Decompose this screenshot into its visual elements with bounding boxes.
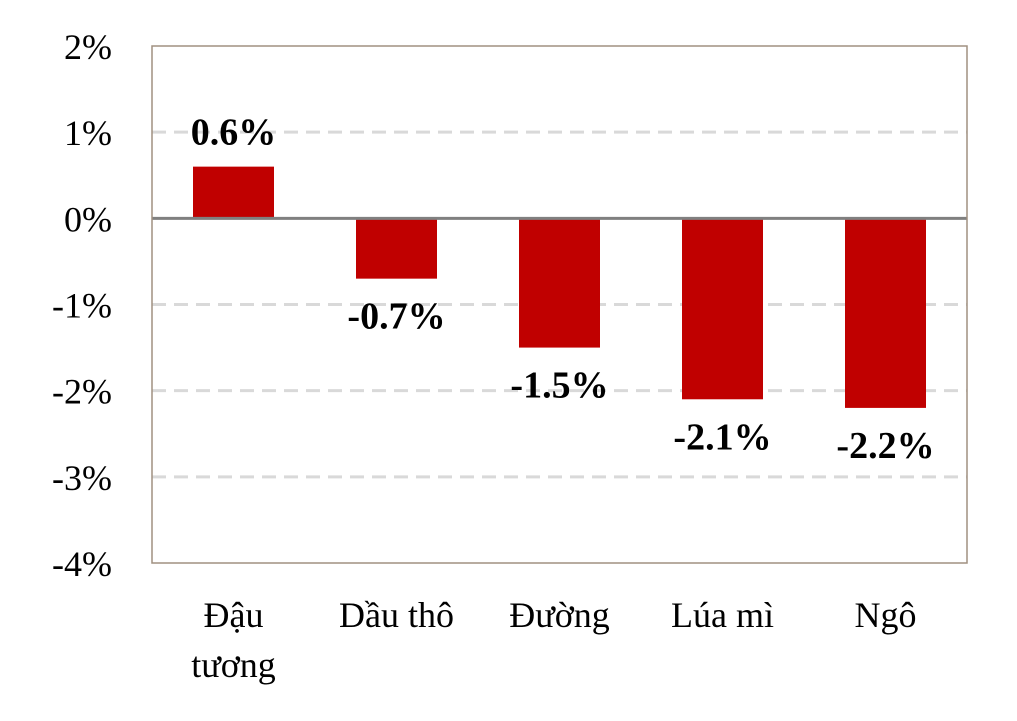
bar	[193, 166, 274, 219]
y-tick-label: -1%	[52, 286, 112, 326]
category-label-line: Dầu thô	[339, 595, 454, 635]
category-label: Ngô	[855, 595, 917, 635]
data-label: -0.7%	[347, 296, 445, 338]
category-labels: Đậu tương Dầu thô Đường Lúa mì Ngô	[191, 595, 916, 685]
bar	[682, 218, 763, 400]
data-label: -1.5%	[510, 365, 608, 407]
category-label-line: Đậu	[204, 595, 264, 635]
category-label-line: tương	[191, 645, 276, 685]
category-label: Dầu thô	[339, 595, 454, 635]
plot-frame	[151, 45, 968, 564]
y-tick-label: -4%	[52, 544, 112, 584]
data-labels: 0.6% -0.7% -1.5% -2.1% -2.2%	[191, 112, 935, 467]
category-label: Đường	[509, 595, 610, 635]
bar-layer	[193, 166, 926, 408]
category-label: Lúa mì	[671, 595, 774, 635]
bar	[845, 218, 926, 408]
bar	[356, 218, 437, 279]
y-tick-label: 1%	[64, 113, 112, 153]
category-label-line: Ngô	[855, 595, 917, 635]
data-label: -2.2%	[836, 425, 934, 467]
plot-frame-layer	[151, 45, 968, 564]
y-tick-label: 0%	[64, 199, 112, 239]
bar	[519, 218, 600, 348]
y-tick-labels: 2% 1% 0% -1% -2% -3% -4%	[52, 27, 112, 584]
y-tick-label: 2%	[64, 27, 112, 67]
data-label: 0.6%	[191, 112, 277, 154]
data-label: -2.1%	[673, 416, 771, 458]
y-tick-label: -2%	[52, 372, 112, 412]
y-tick-label: -3%	[52, 458, 112, 498]
category-label-line: Đường	[509, 595, 610, 635]
category-label: Đậu tương	[191, 595, 276, 685]
category-label-line: Lúa mì	[671, 595, 774, 635]
